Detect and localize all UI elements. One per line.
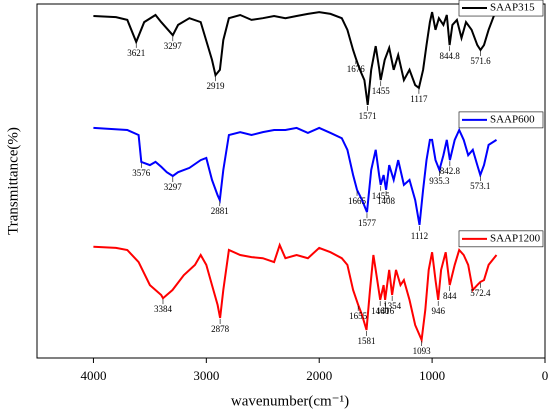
- x-tick-label: 3000: [193, 368, 219, 383]
- legend-label: SAAP315: [490, 2, 535, 14]
- x-axis-label: wavenumber(cm⁻¹): [231, 393, 349, 409]
- peak-label: 1354: [383, 301, 402, 311]
- peak-label: 935.3: [429, 176, 450, 186]
- peak-label: 573.1: [470, 181, 490, 191]
- peak-label: 1676: [347, 64, 366, 74]
- peak-label: 3576: [132, 168, 151, 178]
- peak-label: 3384: [154, 304, 173, 314]
- legend-box: [458, 0, 544, 17]
- legend-box: [458, 111, 544, 129]
- peak-label: 2878: [211, 324, 230, 334]
- peak-label: 1455: [372, 86, 391, 96]
- plot-frame: [36, 3, 546, 359]
- peak-label: 946: [431, 306, 445, 316]
- peak-label: 1581: [358, 336, 376, 346]
- peak-label: 1112: [411, 231, 428, 241]
- peak-label: 1571: [359, 111, 377, 121]
- peak-label: 572.4: [470, 288, 491, 298]
- peak-label: 842.8: [440, 166, 461, 176]
- peak-label: 1665: [348, 196, 367, 206]
- legend-box: [458, 230, 544, 248]
- peak-label: 571.6: [470, 56, 491, 66]
- peak-label: 3297: [164, 182, 183, 192]
- peak-label: 844.8: [440, 51, 461, 61]
- legend-label: SAAP600: [490, 113, 535, 125]
- peak-label: 1577: [358, 218, 377, 228]
- y-axis-label: Transmittance(%): [5, 127, 21, 235]
- peak-label: 1416: [376, 306, 395, 316]
- x-tick-label: 0: [542, 368, 549, 383]
- peak-label: 2919: [206, 81, 225, 91]
- peak-label: 3621: [127, 48, 145, 58]
- series-line: [93, 242, 498, 344]
- x-tick-label: 1000: [419, 368, 445, 383]
- peak-label: 1460: [371, 306, 390, 316]
- x-tick-label: 4000: [80, 368, 106, 383]
- peak-label: 844: [443, 291, 457, 301]
- peak-label: 1093: [413, 346, 432, 356]
- peak-label: 1117: [410, 94, 428, 104]
- peak-label: 2881: [211, 206, 229, 216]
- x-tick-label: 2000: [306, 368, 332, 383]
- legend-label: SAAP1200: [490, 232, 541, 244]
- peak-label: 1408: [377, 196, 396, 206]
- peak-label: 1455: [372, 191, 391, 201]
- series-line: [93, 11, 498, 106]
- peak-label: 1655: [349, 311, 368, 321]
- peak-label: 3297: [164, 41, 183, 51]
- series-line: [93, 126, 498, 226]
